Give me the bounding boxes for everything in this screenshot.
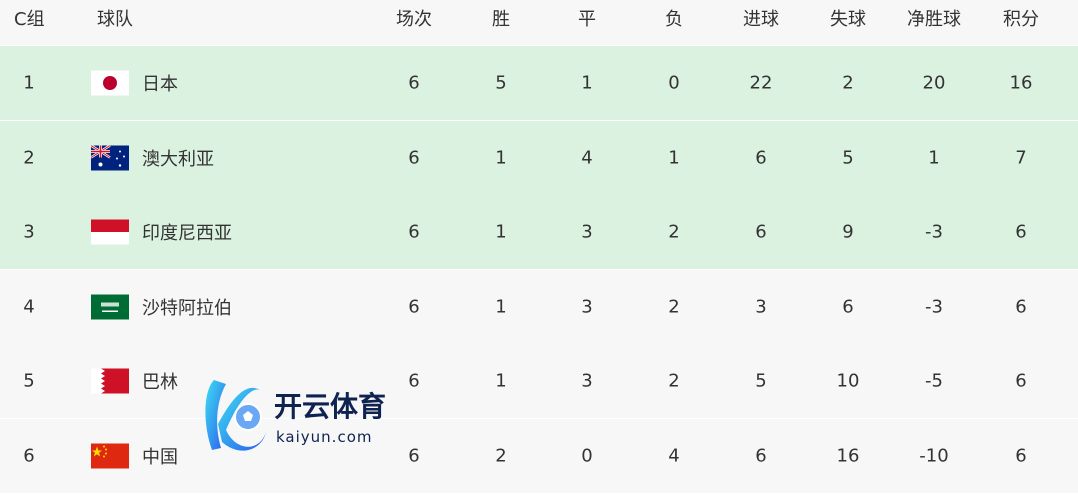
stat-cell: 20	[922, 72, 946, 94]
stat-cell: 3	[581, 370, 593, 392]
stat-cell: 5	[755, 370, 767, 392]
team-name[interactable]: 日本	[142, 74, 178, 95]
column-header[interactable]: 胜	[492, 9, 510, 30]
team-name[interactable]: 巴林	[142, 372, 178, 393]
stat-cell: 6	[1015, 221, 1027, 243]
table-row[interactable]: 3 印度尼西亚 6 1 3 2 6 9 -3 6	[0, 195, 1078, 270]
stat-cell: 6	[408, 147, 420, 168]
stat-cell: 6	[755, 147, 767, 168]
team-name[interactable]: 沙特阿拉伯	[142, 297, 232, 319]
bahrain-flag-icon	[91, 368, 129, 394]
column-header[interactable]: 净胜球	[907, 9, 961, 30]
rank: 1	[23, 72, 35, 94]
indonesia-flag-icon	[91, 219, 129, 245]
stat-cell: 16	[836, 445, 860, 466]
stat-cell: 3	[581, 296, 593, 317]
stat-cell: 1	[495, 221, 507, 243]
rank: 4	[23, 296, 35, 317]
china-flag-icon	[91, 443, 129, 468]
stat-cell: 1	[668, 147, 680, 168]
stat-cell: 6	[408, 445, 420, 466]
stat-cell: 7	[1015, 147, 1027, 168]
stat-cell: 16	[1009, 72, 1033, 94]
stat-cell: 1	[495, 296, 507, 317]
stat-cell: 1	[928, 147, 940, 168]
watermark-name: 开云体育	[274, 390, 386, 423]
stat-cell: 2	[842, 72, 854, 94]
japan-flag-icon	[91, 70, 129, 96]
stat-cell: 2	[668, 370, 680, 392]
column-header[interactable]: 失球	[830, 9, 866, 30]
stat-cell: 0	[668, 72, 680, 94]
stat-cell: 1	[495, 370, 507, 392]
stat-cell: -3	[925, 221, 943, 243]
stat-cell: 22	[749, 72, 773, 94]
stat-cell: 2	[668, 221, 680, 243]
watermark-domain: kaiyun.com	[276, 428, 372, 446]
stat-cell: 2	[495, 445, 507, 466]
kaiyun-watermark-logo: 开云体育 kaiyun.com	[200, 372, 390, 462]
column-header[interactable]: 平	[578, 9, 596, 30]
team-name[interactable]: 中国	[142, 446, 178, 468]
stat-cell: 6	[1015, 370, 1027, 392]
stat-cell: 6	[408, 370, 420, 392]
stat-cell: 6	[408, 72, 420, 94]
stat-cell: 5	[842, 147, 854, 168]
kaiyun-logo-icon: 开云体育 kaiyun.com	[205, 380, 386, 451]
stat-cell: 3	[581, 221, 593, 243]
stat-cell: 1	[495, 147, 507, 168]
stat-cell: 2	[668, 296, 680, 317]
saudi-arabia-flag-icon	[91, 294, 129, 319]
team-header: 球队	[97, 9, 133, 30]
rank: 5	[23, 370, 35, 392]
stat-cell: 4	[668, 445, 680, 466]
stat-cell: 6	[755, 445, 767, 466]
team-name[interactable]: 澳大利亚	[142, 148, 214, 170]
stat-cell: 6	[1015, 445, 1027, 466]
column-header[interactable]: 进球	[743, 9, 779, 30]
stat-cell: 0	[581, 445, 593, 466]
stat-cell: -10	[919, 445, 949, 466]
table-header: C组 球队 场次 胜 平 负 进球 失球 净胜球 积分	[0, 0, 1078, 46]
stat-cell: 5	[495, 72, 507, 94]
table-row[interactable]: 5 巴林 6 1 3 2 5 10 -5 6	[0, 344, 1078, 419]
stat-cell: 10	[836, 370, 860, 392]
rank: 2	[23, 147, 35, 168]
stat-cell: 6	[408, 221, 420, 243]
stat-cell: -3	[925, 296, 943, 317]
stat-cell: 9	[842, 221, 854, 243]
column-header[interactable]: 负	[665, 9, 683, 30]
stat-cell: 3	[755, 296, 767, 317]
column-header[interactable]: 积分	[1003, 9, 1039, 30]
team-name[interactable]: 印度尼西亚	[142, 223, 232, 244]
stat-cell: 6	[1015, 296, 1027, 317]
stat-cell: 6	[755, 221, 767, 243]
stat-cell: -5	[925, 370, 943, 392]
table-row[interactable]: 1 日本 6 5 1 0 22 2 20 16	[0, 46, 1078, 121]
rank: 3	[23, 221, 35, 243]
stat-cell: 1	[581, 72, 593, 94]
table-row[interactable]: 6 中国 6 2 0 4 6 16 -10 6	[0, 418, 1078, 494]
stat-cell: 6	[842, 296, 854, 317]
rank: 6	[23, 445, 35, 466]
table-row[interactable]: 4 沙特阿拉伯 6 1 3 2 3 6 -3 6	[0, 269, 1078, 345]
stat-cell: 6	[408, 296, 420, 317]
column-header[interactable]: 场次	[396, 9, 432, 30]
australia-flag-icon	[91, 145, 129, 170]
table-row[interactable]: 2 澳大利亚 6 1 4 1 6 5 1 7	[0, 120, 1078, 196]
group-header: C组	[14, 9, 45, 30]
stat-cell: 4	[581, 147, 593, 168]
